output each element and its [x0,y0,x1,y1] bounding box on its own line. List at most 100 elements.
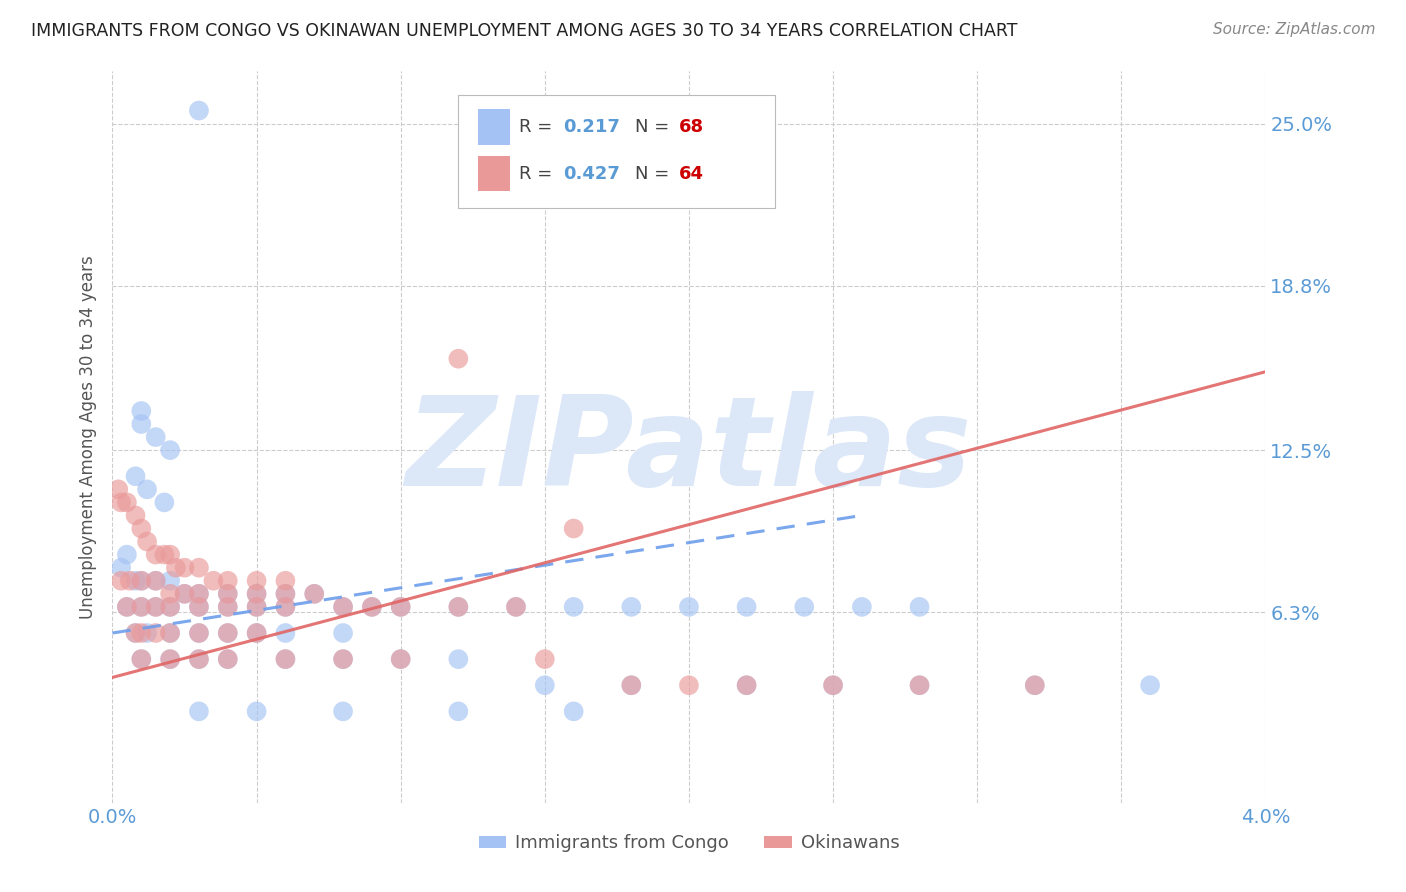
Point [217,626,239,640]
Point [735,599,758,614]
Point [217,626,239,640]
Point [173,587,195,601]
Point [145,626,167,640]
Text: N =: N = [634,118,675,136]
Point [246,574,269,588]
Point [620,678,643,692]
Point [110,495,132,509]
Text: IMMIGRANTS FROM CONGO VS OKINAWAN UNEMPLOYMENT AMONG AGES 30 TO 34 YEARS CORRELA: IMMIGRANTS FROM CONGO VS OKINAWAN UNEMPL… [31,22,1018,40]
FancyBboxPatch shape [478,110,510,145]
Point [159,587,181,601]
Point [274,599,297,614]
Point [217,652,239,666]
Point [793,599,815,614]
Point [447,652,470,666]
Point [533,678,555,692]
Point [188,587,211,601]
Point [159,626,181,640]
Point [188,626,211,640]
Text: R =: R = [519,165,558,183]
Point [447,599,470,614]
Point [145,599,167,614]
Point [110,560,132,574]
Point [332,652,354,666]
Point [274,587,297,601]
Point [136,534,159,549]
Point [129,574,153,588]
Point [246,626,269,640]
Point [735,678,758,692]
Point [159,574,181,588]
Point [217,599,239,614]
Point [389,599,412,614]
Point [107,483,129,497]
Point [159,599,181,614]
Point [124,508,146,523]
Point [159,652,181,666]
Point [110,574,132,588]
Point [188,652,211,666]
Point [332,705,354,719]
Point [129,521,153,535]
Point [620,678,643,692]
Text: R =: R = [519,118,558,136]
Point [124,469,146,483]
Point [821,678,844,692]
Point [389,652,412,666]
Text: 68: 68 [679,118,703,136]
Point [562,521,585,535]
Point [274,652,297,666]
Point [136,626,159,640]
FancyBboxPatch shape [478,156,510,191]
Point [202,574,225,588]
Point [332,652,354,666]
Point [145,599,167,614]
Text: 0.427: 0.427 [564,165,620,183]
Point [505,599,527,614]
Point [246,587,269,601]
Point [389,599,412,614]
Point [136,483,159,497]
Point [188,626,211,640]
Text: Source: ZipAtlas.com: Source: ZipAtlas.com [1212,22,1375,37]
Point [908,678,931,692]
Point [274,574,297,588]
Point [129,404,153,418]
Point [332,599,354,614]
Point [246,599,269,614]
Point [188,705,211,719]
Point [447,351,470,366]
Text: N =: N = [634,165,675,183]
Point [620,599,643,614]
Point [153,495,176,509]
Point [447,599,470,614]
Point [217,652,239,666]
Point [153,548,176,562]
Point [1139,678,1161,692]
Point [217,599,239,614]
Point [118,574,141,588]
Point [188,587,211,601]
Point [735,678,758,692]
Point [678,599,700,614]
Point [159,548,181,562]
Point [129,626,153,640]
Point [124,626,146,640]
Point [246,587,269,601]
Point [188,103,211,118]
Point [678,678,700,692]
Point [129,417,153,431]
Point [217,587,239,601]
Point [332,626,354,640]
Point [389,652,412,666]
Point [124,574,146,588]
Point [304,587,326,601]
Point [145,574,167,588]
Point [562,705,585,719]
Point [908,599,931,614]
Legend: Immigrants from Congo, Okinawans: Immigrants from Congo, Okinawans [471,827,907,860]
Point [115,548,138,562]
Point [129,599,153,614]
Text: 0.217: 0.217 [564,118,620,136]
Point [851,599,873,614]
